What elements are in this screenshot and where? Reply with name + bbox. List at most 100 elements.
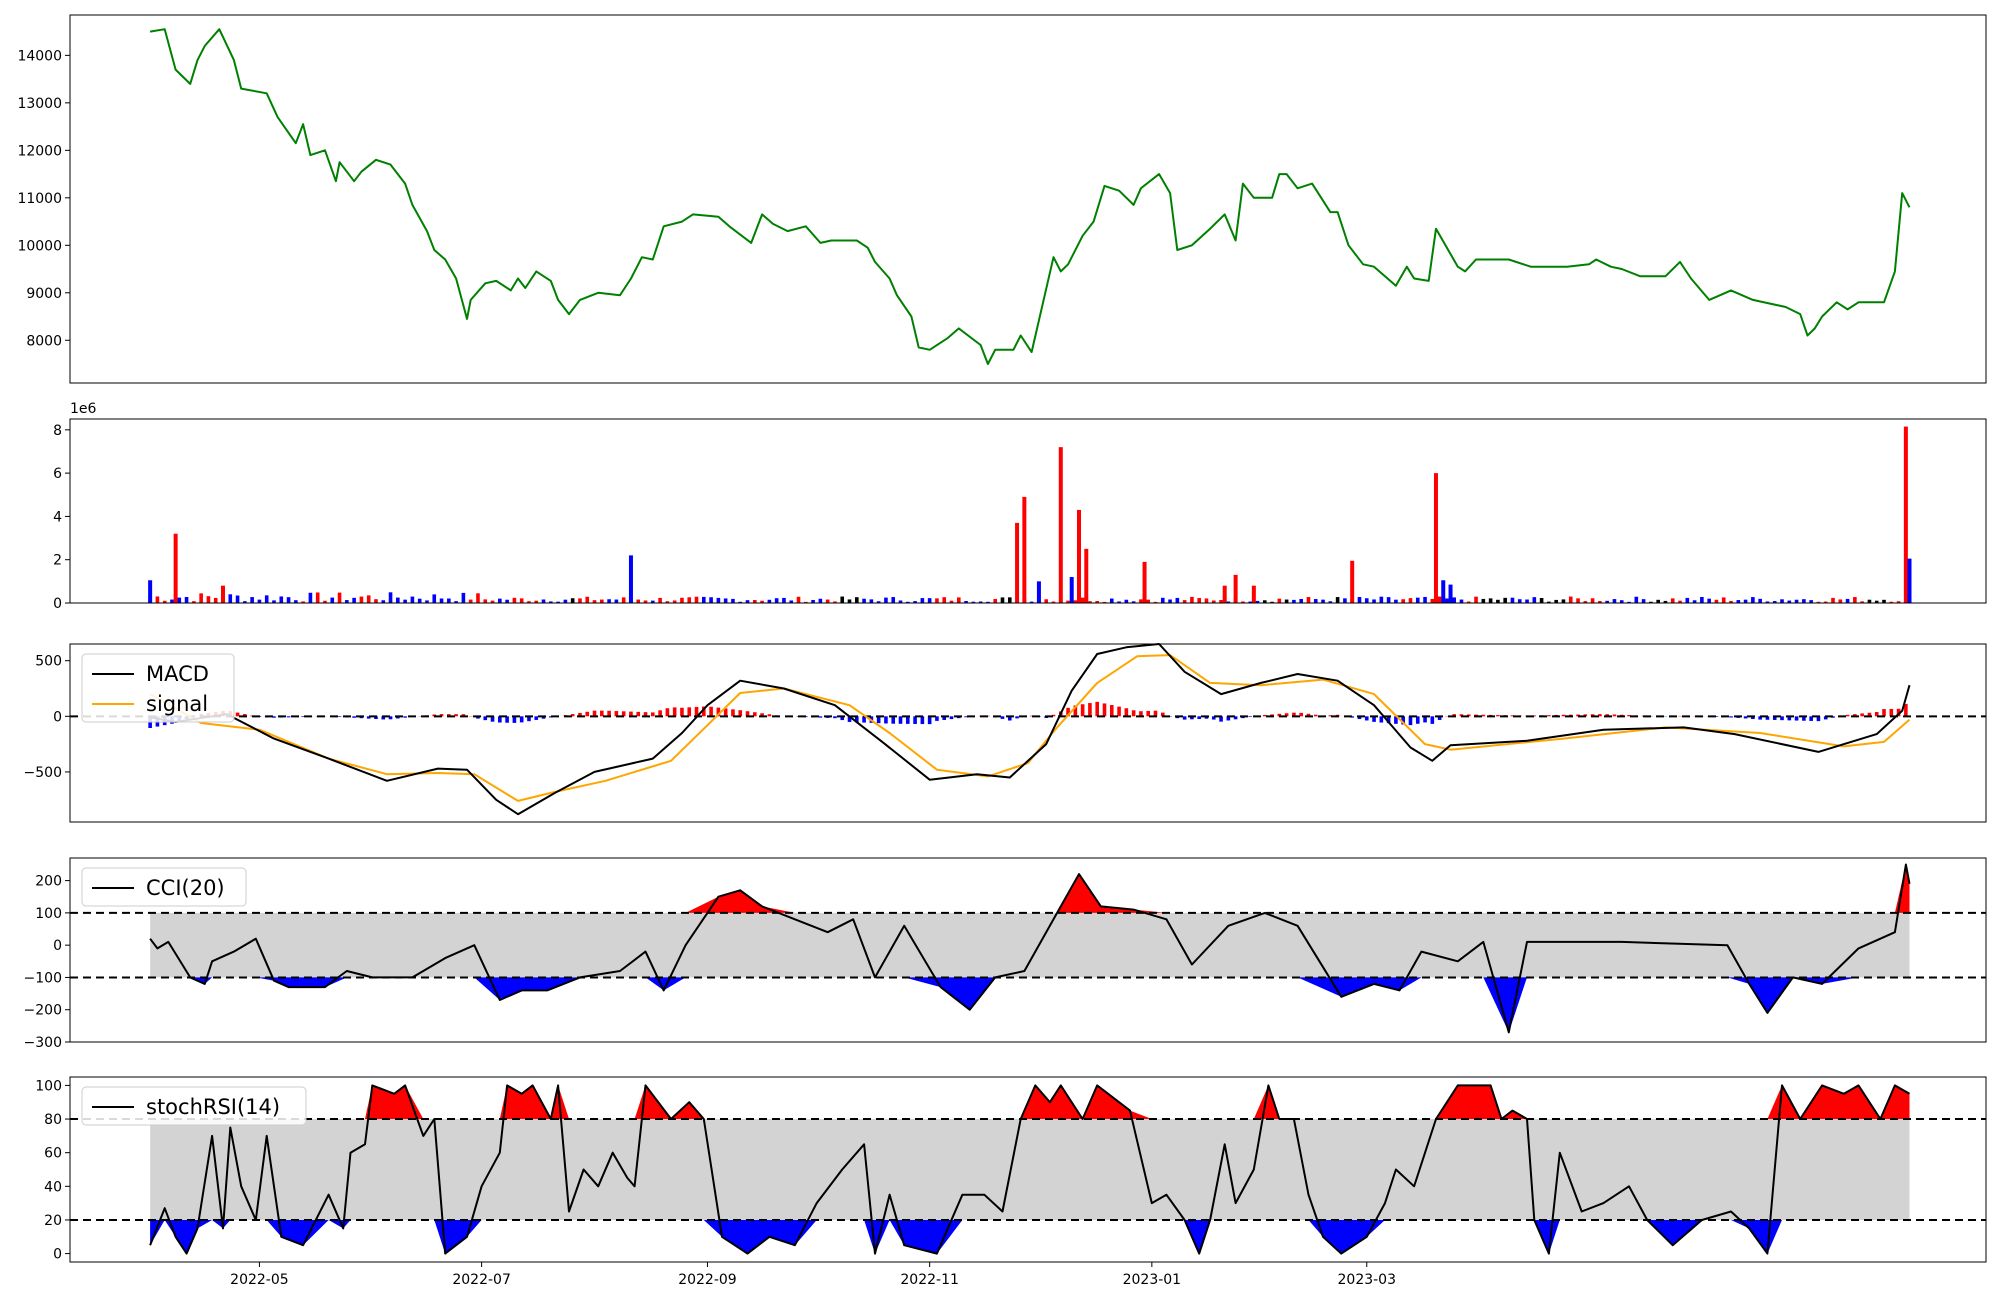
macd-histogram-bar <box>716 707 721 717</box>
macd-histogram-bar <box>1860 713 1864 717</box>
volume-bar <box>1474 596 1478 603</box>
macd-histogram-bar <box>1605 714 1609 717</box>
volume-bar <box>1408 598 1413 603</box>
volume-bar <box>1874 600 1879 603</box>
volume-bar <box>942 597 947 603</box>
macd-histogram-bar <box>235 712 240 717</box>
volume-bar <box>1124 599 1129 603</box>
volume-bar <box>628 555 633 603</box>
volume-bar <box>1488 598 1493 603</box>
macd-histogram-bar <box>1146 710 1151 717</box>
macd-histogram-bar <box>476 716 480 719</box>
volume-bar <box>286 597 291 603</box>
macd-histogram-bar <box>862 716 866 723</box>
volume-bar <box>1029 601 1034 603</box>
volume-bar <box>505 599 509 603</box>
macd-histogram-bar <box>1372 716 1376 722</box>
volume-bar <box>301 601 305 603</box>
legend-box <box>81 867 247 907</box>
volume-bar <box>1576 598 1580 603</box>
volume-bar <box>1466 601 1471 603</box>
volume-bar <box>1656 599 1660 603</box>
macd-histogram-bar <box>920 716 925 725</box>
volume-bar <box>1448 584 1453 603</box>
macd-histogram-bar <box>760 713 764 717</box>
volume-bar <box>1539 598 1544 603</box>
macd-histogram-bar <box>898 716 903 724</box>
volume-bar <box>170 599 174 603</box>
macd-histogram-bar <box>694 706 699 717</box>
y-tick-label: 0 <box>53 596 62 612</box>
volume-bar <box>1142 561 1147 603</box>
volume-bar <box>1685 597 1690 603</box>
macd-histogram-bar <box>1080 704 1085 717</box>
macd-histogram-bar <box>833 716 837 719</box>
y-tick-label: 0 <box>53 1247 62 1263</box>
volume-bar <box>1000 597 1005 603</box>
y-tick-label: 4 <box>53 509 62 525</box>
volume-bar <box>1816 601 1821 603</box>
macd-histogram-bar <box>541 716 546 719</box>
volume-bar <box>162 600 167 603</box>
volume-bar <box>607 599 611 603</box>
volume-bar <box>534 600 539 603</box>
volume-bar <box>1758 598 1762 603</box>
volume-bar <box>1233 574 1238 603</box>
macd-line <box>149 643 1911 816</box>
x-tick-label: 2022-05 <box>230 1272 289 1288</box>
volume-bar <box>1736 600 1741 603</box>
macd-histogram-bar <box>1000 716 1005 719</box>
macd-histogram-bar <box>1204 716 1209 719</box>
macd-histogram-bar <box>512 716 517 723</box>
y-tick-label: 2 <box>53 553 62 569</box>
volume-bar <box>425 600 429 603</box>
volume-bar <box>1845 598 1850 603</box>
macd-histogram-bar <box>1292 712 1296 717</box>
x-tick-label: 2022-07 <box>452 1272 511 1288</box>
volume-bar <box>1510 597 1515 603</box>
volume-bar <box>1182 600 1187 603</box>
volume-bar <box>410 596 415 603</box>
volume-bar <box>1044 599 1049 603</box>
macd-histogram-bar <box>643 712 648 717</box>
x-tick-label: 2022-09 <box>678 1272 737 1288</box>
macd-histogram-bar <box>1051 714 1056 717</box>
y-tick-label: 100 <box>35 1078 62 1094</box>
volume-bar <box>1503 597 1507 603</box>
y-tick-label: 60 <box>44 1146 62 1162</box>
macd-histogram-bar <box>745 711 750 717</box>
volume-bar <box>1423 596 1427 603</box>
macd-histogram-bar <box>1328 715 1333 717</box>
volume-bar <box>1248 601 1252 603</box>
volume-bar <box>330 597 335 603</box>
volume-bar <box>1117 601 1121 603</box>
volume-bar <box>257 599 262 603</box>
volume-bar <box>359 596 364 603</box>
volume-bar <box>1743 599 1748 603</box>
volume-bar <box>1692 600 1697 603</box>
volume-bar <box>315 592 320 603</box>
volume-bar <box>1139 599 1143 603</box>
y-tick-label: 8000 <box>26 333 62 349</box>
volume-bar <box>847 599 852 603</box>
volume-bar <box>1069 577 1074 603</box>
volume-bar <box>228 594 233 603</box>
macd-histogram-bar <box>578 712 582 717</box>
macd-histogram-bar <box>1765 716 1770 720</box>
macd-histogram-bar <box>1313 714 1318 717</box>
volume-bar <box>1605 600 1609 603</box>
macd-histogram-bar <box>723 708 728 717</box>
macd-histogram-bar <box>1211 716 1216 720</box>
volume-bar <box>243 601 247 603</box>
macd-histogram-bar <box>1823 716 1828 720</box>
volume-bar <box>570 598 575 603</box>
y-tick-label: −100 <box>24 970 62 986</box>
macd-histogram-bar <box>680 707 684 717</box>
volume-bar <box>1787 600 1792 603</box>
macd-histogram-bar <box>672 707 677 717</box>
macd-histogram-bar <box>1197 716 1202 719</box>
macd-histogram-bar <box>854 716 859 723</box>
volume-bar <box>1481 598 1486 603</box>
volume-bar <box>1357 597 1362 603</box>
